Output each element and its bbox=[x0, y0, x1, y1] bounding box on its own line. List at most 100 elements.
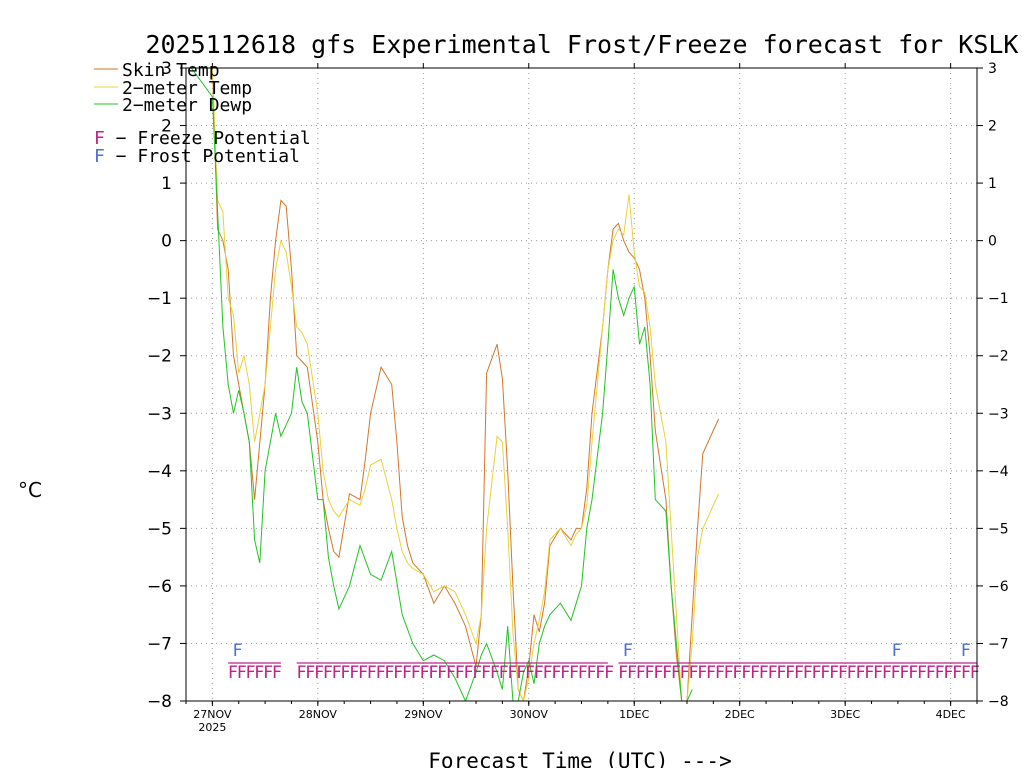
y-tick-label: 3 bbox=[161, 59, 172, 79]
freeze-potential-mark: F bbox=[908, 663, 918, 683]
freeze-potential-mark: F bbox=[777, 663, 787, 683]
freeze-potential-mark: F bbox=[385, 663, 395, 683]
y-tick-label-right: −7 bbox=[988, 636, 1009, 652]
y-tick-label-right: −3 bbox=[988, 406, 1009, 422]
freeze-potential-mark: F bbox=[689, 663, 699, 683]
freeze-potential-mark: F bbox=[604, 663, 614, 683]
freeze-potential-mark: F bbox=[272, 663, 282, 683]
freeze-potential-mark: F bbox=[733, 663, 743, 683]
freeze-potential-mark: F bbox=[785, 663, 795, 683]
freeze-potential-mark: F bbox=[402, 663, 412, 683]
freeze-potential-mark: F bbox=[882, 663, 892, 683]
freeze-potential-mark: F bbox=[724, 663, 734, 683]
frost-potential-mark: F bbox=[623, 641, 633, 661]
legend-frost-potential: F − Frost Potential bbox=[94, 146, 300, 167]
freeze-potential-mark: F bbox=[715, 663, 725, 683]
legend-freeze-letter: F bbox=[94, 128, 105, 149]
freeze-potential-mark: F bbox=[578, 663, 588, 683]
freeze-potential-mark: F bbox=[455, 663, 465, 683]
freeze-potential-mark: F bbox=[654, 663, 664, 683]
freeze-potential-mark: F bbox=[636, 663, 646, 683]
freeze-potential-mark: F bbox=[812, 663, 822, 683]
freeze-potential-mark: F bbox=[341, 663, 351, 683]
gridlines bbox=[186, 68, 977, 701]
frost-potential-mark: F bbox=[233, 641, 243, 661]
freeze-potential-mark: F bbox=[847, 663, 857, 683]
freeze-potential-mark: F bbox=[926, 663, 936, 683]
y-tick-label-right: 3 bbox=[988, 61, 997, 77]
freeze-potential-mark: F bbox=[627, 663, 637, 683]
freeze-potential-mark: F bbox=[525, 663, 535, 683]
y-axis-label: °C bbox=[18, 478, 42, 502]
x-tick-label: 30NOV bbox=[510, 708, 549, 721]
freeze-potential-mark: F bbox=[464, 663, 474, 683]
freeze-potential-mark: F bbox=[821, 663, 831, 683]
freeze-potential-mark: F bbox=[534, 663, 544, 683]
freeze-potential-mark: F bbox=[411, 663, 421, 683]
freeze-potential-mark: F bbox=[306, 663, 316, 683]
frost-potential-mark: F bbox=[892, 641, 902, 661]
freeze-potential-mark: F bbox=[856, 663, 866, 683]
freeze-potential-mark: F bbox=[829, 663, 839, 683]
y-tick-label-right: 0 bbox=[988, 234, 997, 250]
y-tick-label: −3 bbox=[147, 404, 172, 424]
y-tick-label-right: −4 bbox=[988, 464, 1009, 480]
legend-freeze-potential: F − Freeze Potential bbox=[94, 128, 311, 149]
freeze-potential-mark: F bbox=[228, 663, 238, 683]
series-line-2-meter-dewp bbox=[190, 68, 693, 701]
freeze-potential-mark: F bbox=[900, 663, 910, 683]
freeze-potential-mark: F bbox=[961, 663, 971, 683]
series-line-2-meter-temp bbox=[191, 68, 720, 701]
freeze-potential-mark: F bbox=[376, 663, 386, 683]
legend-freeze-text: − Freeze Potential bbox=[105, 128, 311, 149]
x-tick-label: 4DEC bbox=[936, 708, 966, 721]
freeze-potential-mark: F bbox=[552, 663, 562, 683]
x-tick-label: 1DEC bbox=[619, 708, 649, 721]
y-tick-label-right: −6 bbox=[988, 579, 1009, 595]
freeze-potential-mark: F bbox=[237, 663, 247, 683]
freeze-potential-mark: F bbox=[759, 663, 769, 683]
y-tick-label: −4 bbox=[147, 462, 172, 482]
x-tick-label: 2DEC bbox=[725, 708, 755, 721]
freeze-potential-mark: F bbox=[508, 663, 518, 683]
y-tick-label: −1 bbox=[147, 289, 172, 309]
y-tick-label-right: 2 bbox=[988, 119, 997, 135]
freeze-potential-mark: F bbox=[481, 663, 491, 683]
freeze-potential-mark: F bbox=[891, 663, 901, 683]
y-tick-label: 2 bbox=[161, 117, 172, 137]
series-line-skin-temp bbox=[191, 68, 720, 701]
x-tick-label: 28NOV bbox=[299, 708, 338, 721]
freeze-potential-mark: F bbox=[490, 663, 500, 683]
y-tick-label: −7 bbox=[147, 634, 172, 654]
freeze-potential-mark: F bbox=[741, 663, 751, 683]
freeze-potential-mark: F bbox=[393, 663, 403, 683]
freeze-potential-mark: F bbox=[838, 663, 848, 683]
freeze-potential-mark: F bbox=[680, 663, 690, 683]
freeze-potential-mark: F bbox=[429, 663, 439, 683]
freeze-potential-mark: F bbox=[671, 663, 681, 683]
y-tick-label: −5 bbox=[147, 519, 172, 539]
freeze-potential-mark: F bbox=[323, 663, 333, 683]
freeze-potential-mark: F bbox=[255, 663, 265, 683]
y-tick-label: −2 bbox=[147, 347, 172, 367]
x-tick-label: 3DEC bbox=[830, 708, 860, 721]
freeze-potential-mark: F bbox=[473, 663, 483, 683]
freeze-potential-mark: F bbox=[865, 663, 875, 683]
freeze-potential-mark: F bbox=[560, 663, 570, 683]
freeze-potential-mark: F bbox=[662, 663, 672, 683]
x-tick-sublabel: 2025 bbox=[198, 721, 226, 734]
legend-skin-temp: Skin Temp bbox=[122, 60, 220, 81]
freeze-potential-mark: F bbox=[499, 663, 509, 683]
freeze-potential-mark: F bbox=[358, 663, 368, 683]
freeze-potential-mark: F bbox=[935, 663, 945, 683]
data-series bbox=[190, 68, 720, 701]
freeze-potential-mark: F bbox=[420, 663, 430, 683]
y-tick-label: −6 bbox=[147, 577, 172, 597]
plot-frame bbox=[185, 67, 978, 702]
freeze-potential-mark: F bbox=[332, 663, 342, 683]
y-tick-label-right: −1 bbox=[988, 291, 1009, 307]
frost-potential-mark: F bbox=[961, 641, 971, 661]
freeze-potential-mark: F bbox=[794, 663, 804, 683]
y-tick-label-right: −2 bbox=[988, 349, 1009, 365]
